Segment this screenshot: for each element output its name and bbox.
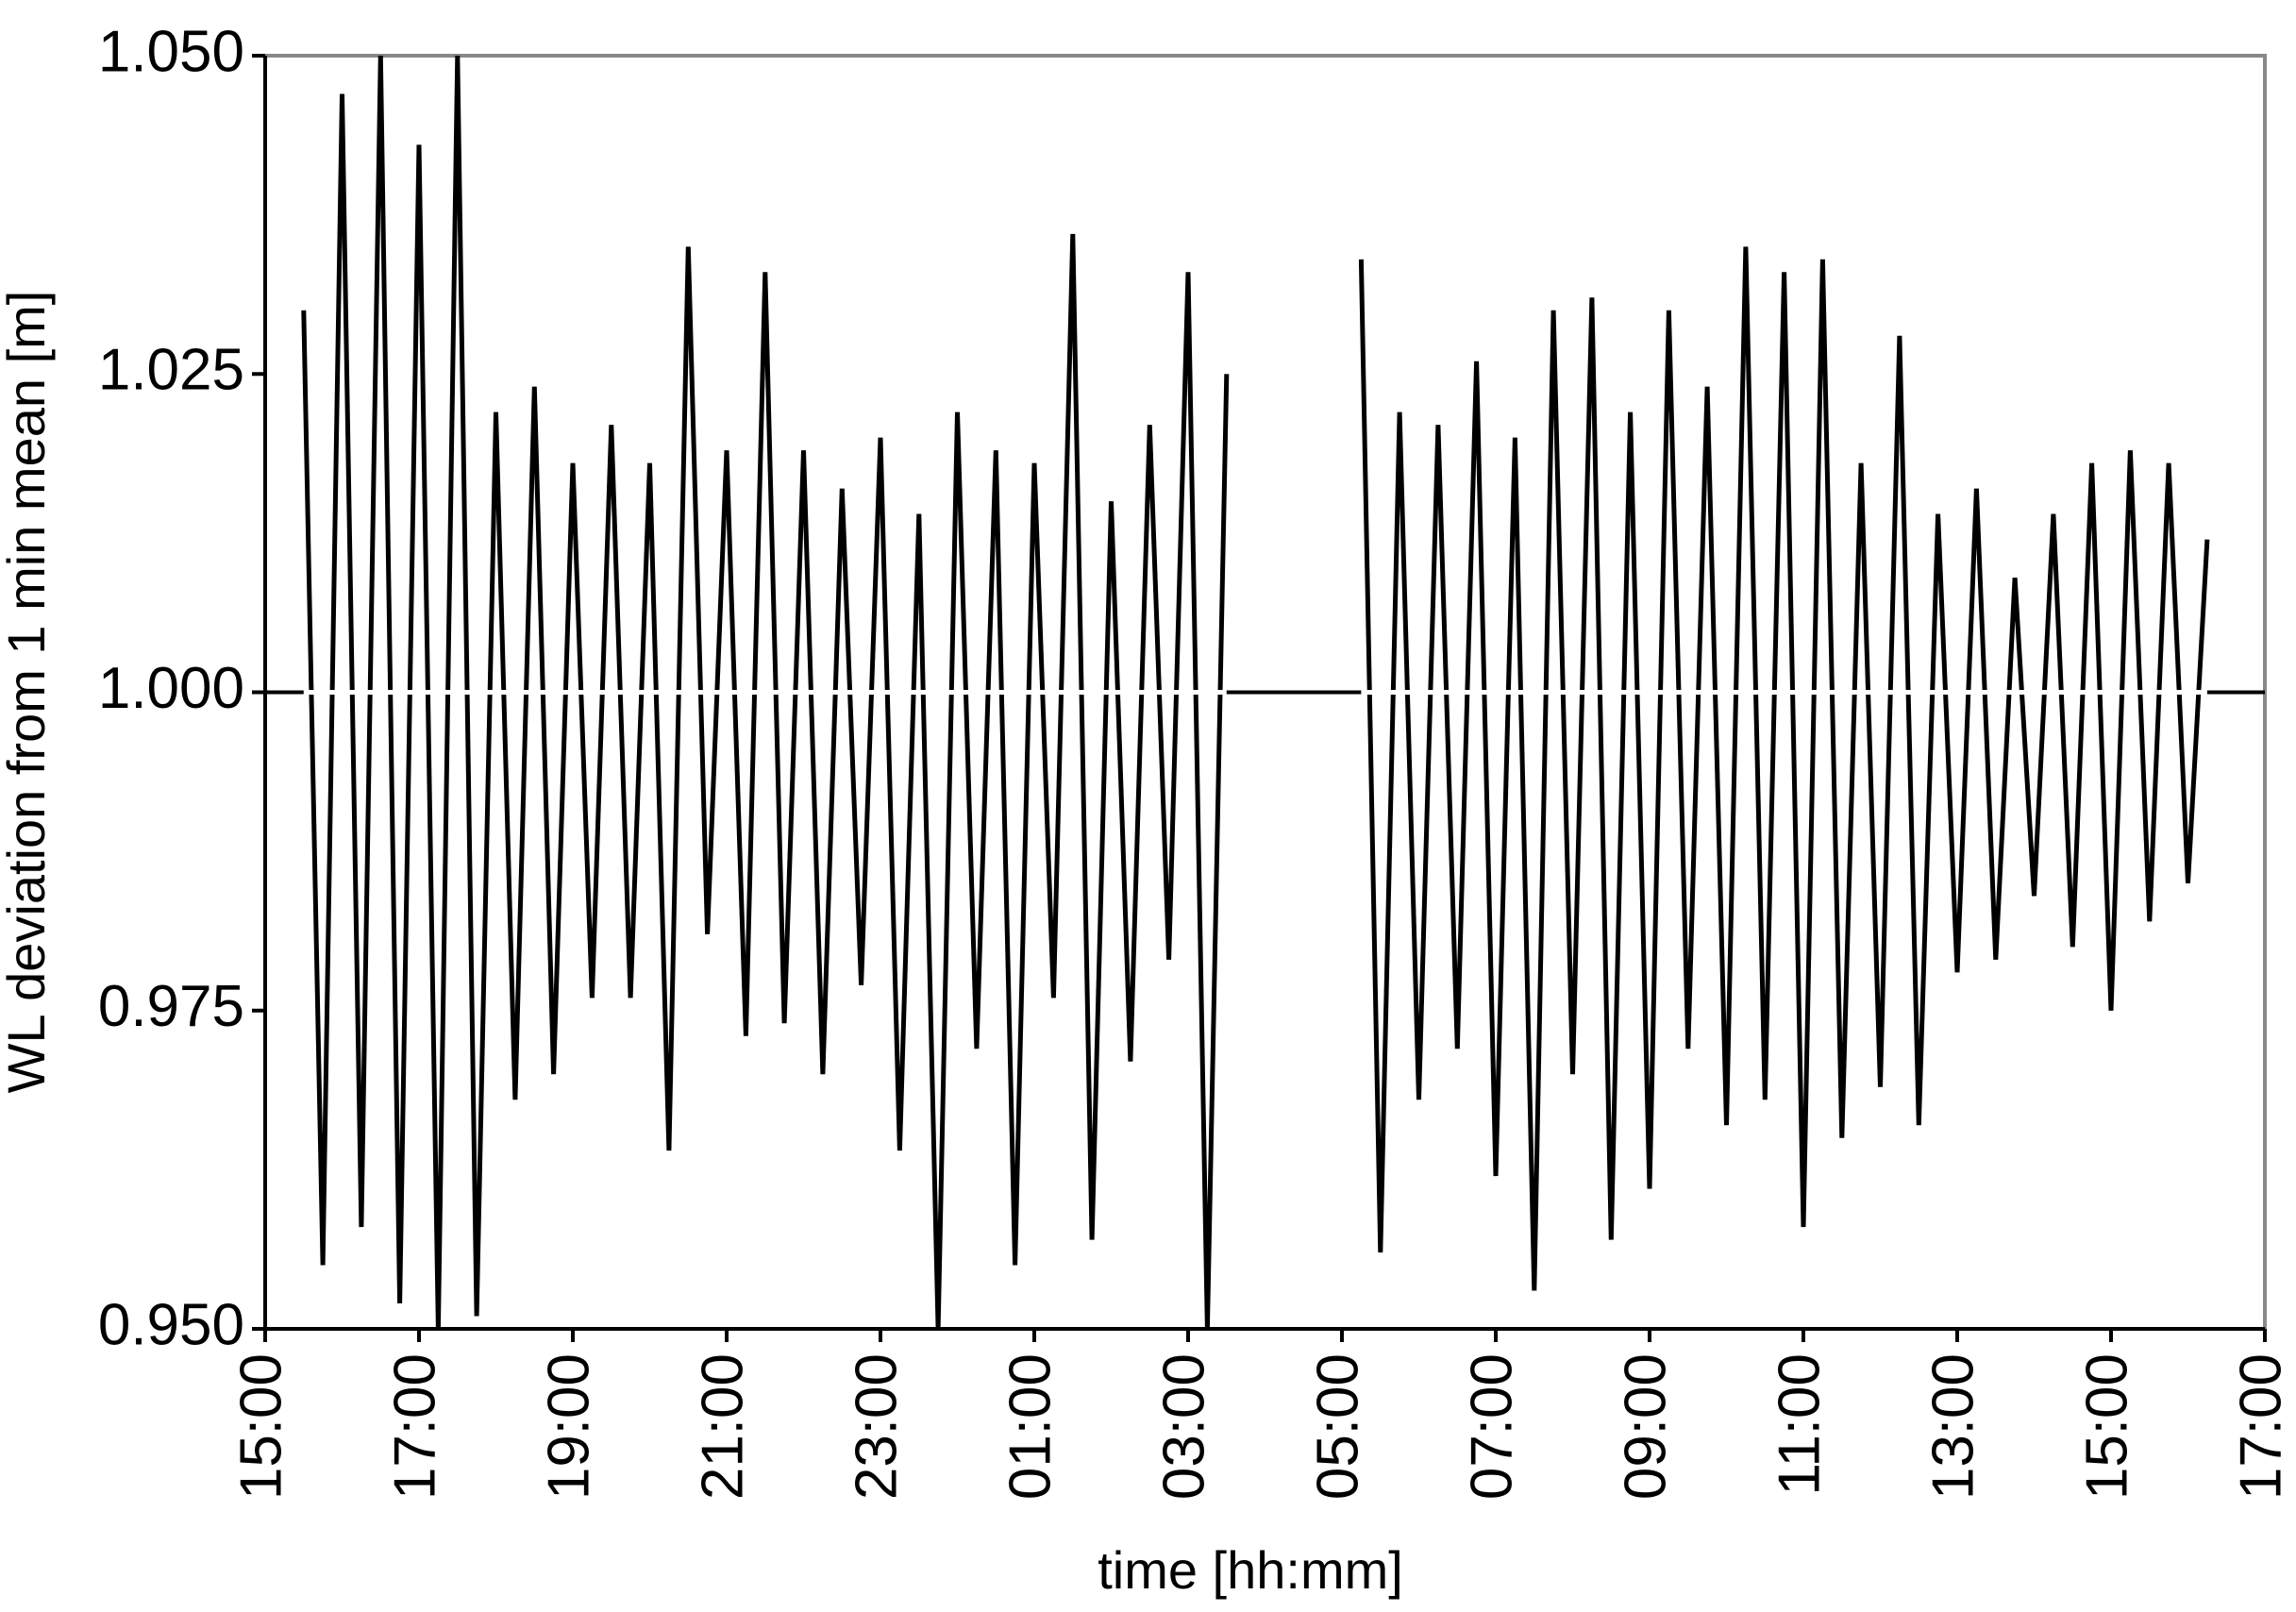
x-tick-label: 19:00 <box>536 1353 601 1500</box>
y-tick-label: 1.000 <box>98 656 244 721</box>
x-tick-label: 17:00 <box>382 1353 447 1500</box>
x-tick-label: 23:00 <box>844 1353 909 1500</box>
x-tick-label: 11:00 <box>1767 1353 1832 1496</box>
y-tick-label: 0.975 <box>98 974 244 1039</box>
x-tick-label: 21:00 <box>690 1353 755 1500</box>
y-tick-label: 1.025 <box>98 338 244 403</box>
x-tick-label: 15:00 <box>2074 1353 2139 1500</box>
y-tick-label: 1.050 <box>98 19 244 84</box>
x-tick-label: 03:00 <box>1151 1353 1216 1500</box>
x-tick-label: 13:00 <box>1920 1353 1986 1500</box>
x-tick-label: 01:00 <box>997 1353 1063 1500</box>
y-tick-label: 0.950 <box>98 1292 244 1357</box>
data-line <box>301 55 2210 1330</box>
x-tick-label: 15:00 <box>228 1353 293 1500</box>
x-axis-title: time [hh:mm] <box>1098 1540 1403 1600</box>
x-tick-label: 07:00 <box>1459 1353 1524 1500</box>
x-tick-label: 09:00 <box>1613 1353 1678 1500</box>
x-tick-label: 05:00 <box>1305 1353 1370 1500</box>
y-axis-title: WL deviation from 1 min mean [m] <box>0 291 56 1094</box>
x-tick-label: 17:00 <box>2228 1353 2293 1500</box>
